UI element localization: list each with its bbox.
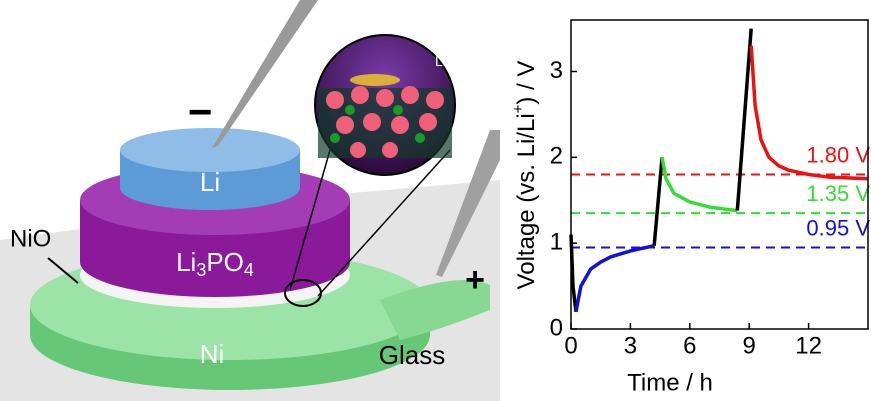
subscript: 4 xyxy=(244,260,254,280)
inset-connector xyxy=(317,149,451,297)
atom xyxy=(419,113,437,131)
text-part: Li xyxy=(176,247,196,277)
atom xyxy=(426,91,444,109)
reference-label: 1.80 V xyxy=(806,142,870,167)
glass-label: Glass xyxy=(379,340,445,370)
y-tick-label: 3 xyxy=(550,57,563,84)
y-tick-label: 0 xyxy=(550,314,563,341)
crystal xyxy=(318,74,452,158)
probe-minus xyxy=(212,0,318,148)
atom xyxy=(345,105,355,115)
ni-label: Ni xyxy=(200,339,225,369)
li-ion-label: Li+ xyxy=(435,51,452,69)
y-tick-label: 2 xyxy=(550,143,563,170)
zoom-marker xyxy=(284,279,322,307)
reference-label: 1.35 V xyxy=(806,181,870,206)
superscript: + xyxy=(510,104,527,113)
atom xyxy=(393,105,403,115)
li-label: Li xyxy=(200,167,220,197)
text-part: Voltage (vs. Li/Li xyxy=(513,113,540,289)
data-line xyxy=(735,28,753,211)
x-tick-label: 9 xyxy=(743,332,756,359)
illustration: − + Li Li3PO4 NiO Ni Glass Li+ xyxy=(0,0,500,401)
text-part: PO xyxy=(206,247,244,277)
y-axis-label: Voltage (vs. Li/Li+) / V xyxy=(510,61,540,290)
subscript: 3 xyxy=(196,260,206,280)
x-tick-label: 12 xyxy=(795,332,822,359)
text-part: Li xyxy=(435,53,446,69)
reference-label: 0.95 V xyxy=(806,215,870,240)
inset-connector xyxy=(289,149,331,291)
x-axis-label: Time / h xyxy=(627,369,713,396)
nio-arrow xyxy=(47,257,79,284)
li-top xyxy=(120,128,300,172)
plot-frame xyxy=(570,19,869,330)
atom xyxy=(391,116,409,134)
atom xyxy=(376,89,394,107)
atom xyxy=(336,116,354,134)
text-part: ) / V xyxy=(513,61,540,105)
atom xyxy=(415,133,425,143)
atom xyxy=(326,91,344,109)
nio-label: NiO xyxy=(10,225,51,252)
plus-sign: + xyxy=(465,261,485,299)
x-tick-label: 3 xyxy=(624,332,637,359)
minus-sign: − xyxy=(188,88,213,135)
glow xyxy=(350,74,400,86)
data-line xyxy=(660,157,738,213)
x-tick-label: 0 xyxy=(564,332,577,359)
ni-tab xyxy=(380,280,490,340)
li3po4-label: Li3PO4 xyxy=(176,247,254,280)
atom xyxy=(330,133,340,143)
superscript: + xyxy=(446,51,452,62)
data-line xyxy=(652,157,664,246)
y-tick-label: 1 xyxy=(550,229,563,256)
probe-plus xyxy=(436,130,500,277)
atom xyxy=(351,86,369,104)
x-tick-label: 6 xyxy=(683,332,696,359)
chart: Time / h Voltage (vs. Li/Li+) / V 0 3 6 9 12… xyxy=(510,19,870,396)
data-line xyxy=(749,45,869,181)
atom xyxy=(363,113,381,131)
atom xyxy=(350,142,366,158)
atom xyxy=(382,142,398,158)
atom xyxy=(401,86,419,104)
data-line xyxy=(574,244,655,313)
